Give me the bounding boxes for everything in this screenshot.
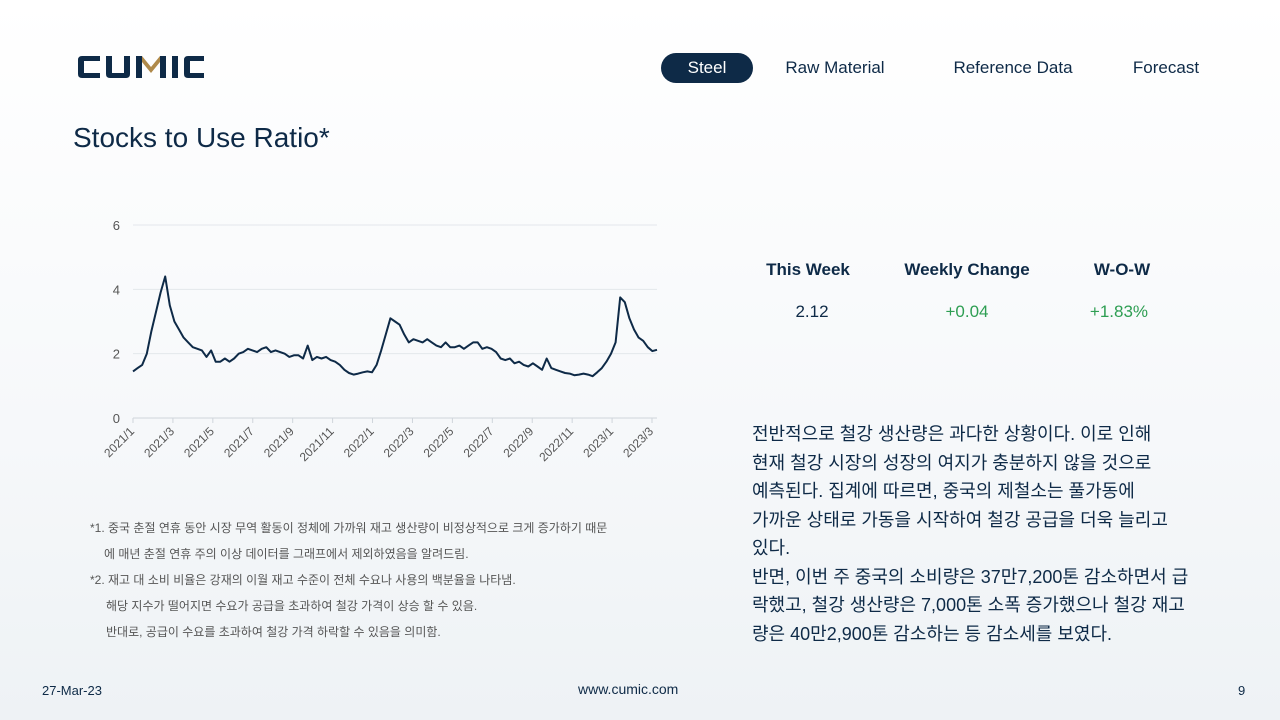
summary-line: 예측된다. 집계에 따르면, 중국의 제철소는 풀가동에 [752, 481, 1135, 501]
kpi-header-this-week: This Week [766, 260, 850, 279]
tab-steel[interactable]: Steel [661, 53, 753, 83]
top-nav: Steel Raw Material Reference Data Foreca… [0, 53, 1280, 85]
summary-line: 가까운 상태로 가동을 시작하여 철강 공급을 더욱 늘리고 [752, 509, 1168, 530]
x-tick-label: 2022/5 [421, 424, 457, 460]
summary-line: 현재 철강 시장의 성장의 여지가 충분하지 않을 것으로 [752, 452, 1152, 473]
series-line-stocks-to-use [132, 275, 658, 378]
summary-line: 량은 40만2,900톤 감소하는 등 감소세를 보였다. [752, 623, 1113, 644]
kpi-value-wow: +1.83% [1089, 302, 1149, 321]
x-tick-label: 2021/9 [261, 424, 297, 460]
x-tick-label: 2022/9 [500, 424, 536, 460]
x-tick-label: 2021/11 [297, 424, 337, 464]
y-tick-label: 4 [113, 282, 120, 297]
tab-forecast[interactable]: Forecast [1132, 58, 1200, 77]
x-tick-label: 2021/5 [181, 424, 217, 460]
summary-line: 반면, 이번 주 중국의 소비량은 37만7,200톤 감소하면서 급 [752, 566, 1189, 587]
footnote-line: 반대로, 공급이 수요를 초과하여 철강 가격 하락할 수 있음을 의미함. [106, 625, 441, 639]
footnotes: *1. 중국 춘절 연휴 동안 시장 무역 활동이 정체에 가까워 재고 생산량… [90, 515, 690, 645]
x-tick-label: 2022/1 [341, 424, 377, 460]
footnote-line: 에 매년 춘절 연휴 주의 이상 데이터를 그래프에서 제외하였음을 알려드림. [104, 547, 469, 561]
summary-line: 있다. [752, 538, 791, 558]
kpi-value-weekly-change: +0.04 [945, 302, 989, 321]
footer-date: 27-Mar-23 [42, 683, 102, 698]
tab-raw-material[interactable]: Raw Material [785, 58, 885, 77]
footnote-line: *2. 재고 대 소비 비율은 강재의 이월 재고 수준이 전체 수요나 사용의… [90, 573, 516, 587]
stocks-to-use-chart: 0 2 4 6 2021/1 2021/3 2021/5 2021/7 2021/9 2021/1… [101, 218, 658, 464]
footer-url[interactable]: www.cumic.com [578, 681, 679, 697]
page-title: Stocks to Use Ratio* [73, 122, 330, 153]
x-tick-label: 2021/3 [141, 424, 177, 460]
x-tick-label: 2022/7 [461, 424, 497, 460]
x-tick-label: 2022/3 [381, 424, 417, 460]
footnote-line: *1. 중국 춘절 연휴 동안 시장 무역 활동이 정체에 가까워 재고 생산량… [90, 521, 608, 535]
summary-line: 전반적으로 철강 생산량은 과다한 상황이다. 이로 인해 [752, 424, 1152, 444]
cumic-logo [78, 56, 204, 78]
market-summary: 전반적으로 철강 생산량은 과다한 상황이다. 이로 인해 현재 철강 시장의 … [752, 420, 1222, 648]
x-tick-label: 2023/1 [580, 424, 616, 460]
x-tick-label: 2022/11 [536, 424, 576, 464]
y-tick-label: 2 [113, 347, 120, 362]
x-tick-label: 2021/7 [221, 424, 257, 460]
tab-reference-data[interactable]: Reference Data [953, 58, 1073, 77]
kpi-header-weekly-change: Weekly Change [904, 260, 1030, 279]
y-tick-label: 6 [113, 218, 120, 233]
kpi-value-this-week: 2.12 [795, 302, 829, 321]
y-tick-label: 0 [113, 411, 120, 426]
kpi-header-wow: W-O-W [1093, 260, 1151, 279]
x-tick-label: 2021/1 [101, 424, 137, 460]
footnote-line: 해당 지수가 떨어지면 수요가 공급을 초과하여 철강 가격이 상승 할 수 있… [106, 599, 478, 613]
page-number: 9 [1238, 683, 1246, 698]
x-tick-label: 2023/3 [620, 424, 656, 460]
summary-line: 락했고, 철강 생산량은 7,000톤 소폭 증가했으나 철강 재고 [752, 595, 1185, 615]
